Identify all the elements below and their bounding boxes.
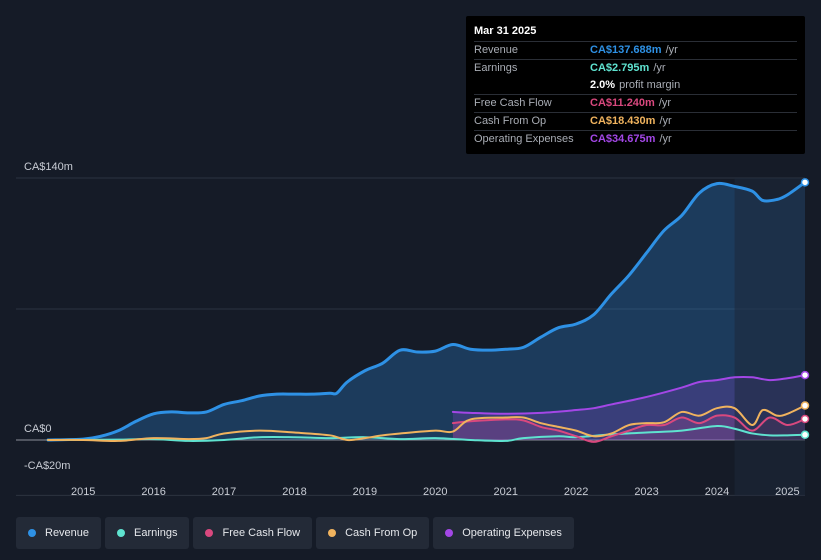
tooltip-row-value: CA$34.675m (590, 133, 656, 145)
x-axis-label-2020: 2020 (423, 486, 447, 498)
tooltip-row-unit: /yr (665, 44, 678, 56)
legend-item-operating-expenses[interactable]: Operating Expenses (433, 517, 574, 549)
legend-item-label: Earnings (134, 527, 178, 539)
tooltip-row-value: CA$137.688m (590, 44, 662, 56)
operating-expenses-line (451, 374, 806, 415)
revenue-area (48, 182, 805, 441)
tooltip-row-label: Operating Expenses (474, 133, 574, 145)
x-axis-label-2022: 2022 (564, 486, 588, 498)
tooltip-row-label (474, 77, 590, 94)
legend-dot-icon (205, 529, 214, 537)
legend-dot-icon (328, 529, 337, 537)
earnings-line (47, 424, 806, 443)
tooltip-row: Revenue CA$137.688m/yr (474, 41, 797, 59)
legend-dot-icon (117, 529, 126, 537)
tooltip-row: Operating Expenses CA$34.675m/yr (474, 130, 797, 148)
y-axis-label-0: CA$140m (24, 161, 73, 173)
x-axis-label-2016: 2016 (141, 486, 165, 498)
tooltip-row-label: Free Cash Flow (474, 97, 552, 109)
x-axis-label-2025: 2025 (775, 486, 799, 498)
legend-item-earnings[interactable]: Earnings (105, 517, 190, 549)
tooltip-row: 2.0% profit margin (474, 77, 797, 94)
tooltip-row-value: 2.0% (590, 79, 616, 91)
tooltip-row-unit: /yr (659, 133, 672, 145)
revenue-end-marker (800, 178, 810, 187)
legend-item-label: Revenue (45, 527, 90, 539)
series-areas (48, 182, 805, 442)
tooltip-date: Mar 31 2025 (474, 25, 537, 37)
earnings-end-marker (800, 430, 810, 440)
tooltip-row-value: CA$18.430m (590, 115, 656, 127)
data-tooltip: Mar 31 2025 Revenue CA$137.688m/yr Earning… (466, 16, 805, 154)
series-end-markers (800, 178, 810, 440)
cash-from-op-end-marker (800, 401, 810, 410)
y-axis-labels: CA$140m CA$0 -CA$20m (24, 161, 73, 472)
tooltip-row-unit: profit margin (619, 79, 681, 91)
series-lines (46, 180, 807, 443)
tooltip-rows: Revenue CA$137.688m/yr Earnings CA$2.795m/y… (474, 41, 797, 148)
x-axis-label-2019: 2019 (353, 486, 377, 498)
x-axis-label-2021: 2021 (493, 486, 517, 498)
tooltip-row-value: CA$11.240m (590, 97, 655, 109)
x-axis-label-2015: 2015 (71, 486, 95, 498)
free-cash-flow-area (452, 415, 805, 442)
free-cash-flow-end-marker (800, 414, 810, 424)
forecast-region (734, 178, 805, 496)
tooltip-row-unit: /yr (653, 62, 666, 74)
tooltip-row-label: Cash From Op (474, 115, 547, 127)
legend-dot-icon (28, 529, 36, 537)
chart-legend: Revenue Earnings Free Cash Flow Cash From O… (16, 517, 574, 549)
x-axis-label-2018: 2018 (282, 486, 306, 498)
tooltip-row-label: Revenue (474, 44, 519, 56)
tooltip-row-label: Earnings (474, 62, 518, 74)
tooltip-row-unit: /yr (659, 115, 672, 127)
tooltip-row: Cash From Op CA$18.430m/yr (474, 112, 797, 130)
legend-item-label: Cash From Op (345, 527, 418, 539)
x-axis-label-2023: 2023 (634, 486, 658, 498)
legend-item-label: Operating Expenses (462, 527, 562, 539)
legend-item-revenue[interactable]: Revenue (16, 517, 102, 549)
x-axis-label-2017: 2017 (212, 486, 236, 498)
cash-from-op-line (47, 404, 806, 442)
legend-dot-icon (445, 529, 454, 537)
y-axis-label-1: CA$0 (24, 423, 52, 435)
tooltip-row: Earnings CA$2.795m/yr (474, 59, 797, 77)
x-axis-labels: 2015 2016 2017 2018 2019 2020 2021 2022 2023 2024… (71, 486, 800, 498)
operating-expenses-end-marker (800, 370, 810, 380)
legend-item-label: Free Cash Flow (222, 527, 301, 539)
x-axis-label-2024: 2024 (705, 486, 729, 498)
revenue-line (46, 180, 807, 442)
tooltip-row-value: CA$2.795m (590, 62, 650, 74)
tooltip-row: Free Cash Flow CA$11.240m/yr (474, 94, 797, 112)
tooltip-row-unit: /yr (658, 97, 672, 109)
y-axis-label-2: -CA$20m (24, 460, 70, 472)
free-cash-flow-line (451, 414, 806, 443)
legend-item-cash-from-op[interactable]: Cash From Op (316, 517, 430, 549)
legend-item-free-cash-flow[interactable]: Free Cash Flow (193, 517, 313, 549)
